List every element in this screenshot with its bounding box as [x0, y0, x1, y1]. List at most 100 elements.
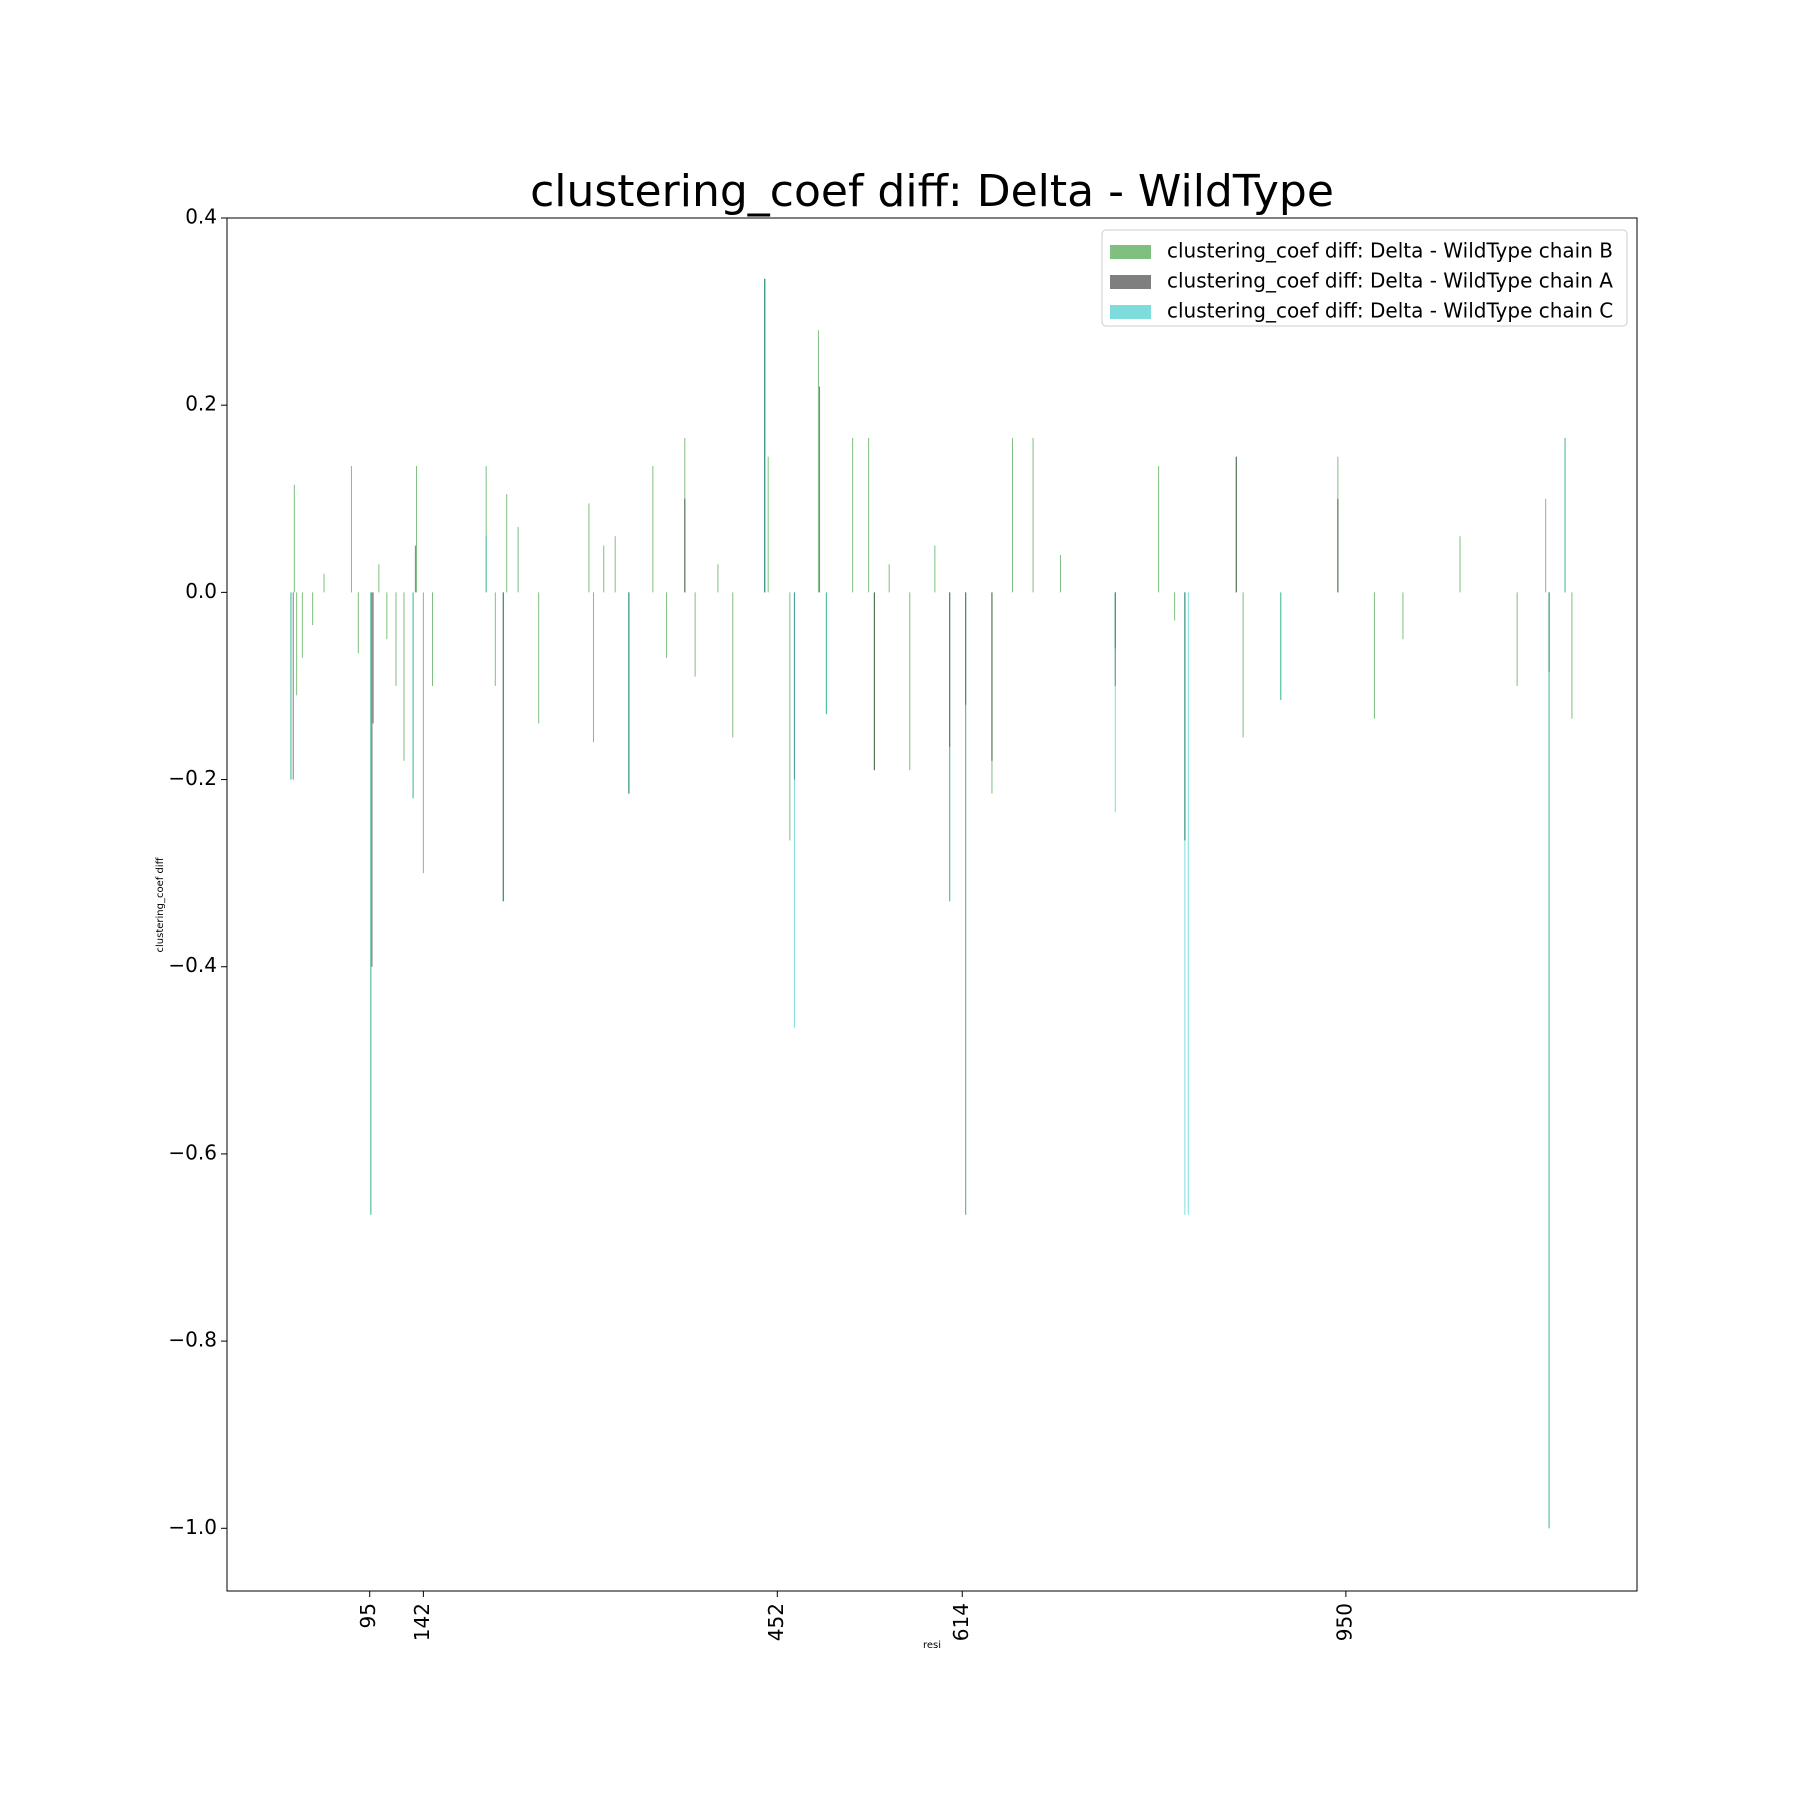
bar	[1564, 437, 1566, 593]
bar	[652, 466, 654, 593]
bar	[717, 564, 719, 593]
bar	[372, 592, 374, 724]
legend-label: clustering_coef diff: Delta - WildType c…	[1167, 269, 1613, 293]
bar	[1548, 592, 1550, 1529]
bar	[789, 592, 791, 841]
x-tick-label: 142	[410, 1603, 434, 1641]
bar	[395, 592, 397, 686]
bar	[290, 592, 292, 780]
bar	[432, 592, 434, 686]
bar	[494, 592, 496, 686]
bar	[764, 278, 766, 593]
bar	[485, 466, 487, 593]
bar	[1571, 592, 1573, 719]
bar	[1459, 536, 1461, 593]
bar	[1059, 554, 1061, 593]
bar	[1545, 498, 1547, 593]
bar	[378, 564, 380, 593]
bar	[1402, 592, 1404, 640]
bar	[873, 592, 875, 771]
bar	[949, 592, 951, 902]
y-axis-label: clustering_coef diff	[155, 856, 166, 952]
x-tick-label: 95	[356, 1603, 380, 1628]
bar	[1187, 592, 1189, 1215]
bar	[817, 330, 819, 593]
bar	[1158, 466, 1160, 593]
y-tick-label: 0.0	[185, 579, 217, 603]
legend-swatch	[1110, 305, 1151, 319]
bar	[1032, 437, 1034, 593]
y-tick-label: 0.2	[185, 392, 217, 416]
y-tick-label: −0.2	[168, 766, 217, 790]
bar	[506, 494, 508, 593]
bar	[588, 503, 590, 593]
bar	[1011, 437, 1013, 593]
bar	[666, 592, 668, 658]
bar	[386, 592, 388, 640]
bar	[422, 592, 424, 874]
bar	[694, 592, 696, 677]
bar	[965, 592, 967, 1215]
bar	[1184, 592, 1186, 1215]
bar	[517, 526, 519, 593]
bar	[292, 592, 294, 780]
legend-box	[1101, 229, 1628, 327]
bar	[991, 592, 993, 761]
bar	[416, 466, 418, 593]
bar	[868, 437, 870, 593]
legend-swatch	[1110, 245, 1151, 259]
bar	[934, 545, 936, 593]
bar	[412, 592, 414, 799]
bar	[732, 592, 734, 738]
x-tick-label: 950	[1332, 1603, 1356, 1641]
bar	[485, 536, 487, 593]
bar	[825, 592, 827, 715]
chart-title: clustering_coef diff: Delta - WildType	[530, 166, 1334, 217]
plot-frame	[226, 217, 1638, 1592]
bar	[403, 592, 405, 761]
bar	[909, 592, 911, 771]
bar	[1280, 592, 1282, 701]
bar	[502, 592, 504, 902]
bar	[296, 592, 298, 696]
bar	[1114, 592, 1116, 813]
bar	[301, 592, 303, 658]
bar	[312, 592, 314, 626]
legend-label: clustering_coef diff: Delta - WildType c…	[1167, 239, 1613, 263]
y-tick-label: −1.0	[168, 1515, 217, 1539]
bar	[614, 536, 616, 593]
bar	[1235, 456, 1237, 593]
bar	[538, 592, 540, 724]
legend-label: clustering_coef diff: Delta - WildType c…	[1167, 299, 1613, 323]
x-tick-label: 452	[764, 1603, 788, 1641]
y-tick-label: 0.4	[185, 205, 217, 229]
bar	[1242, 592, 1244, 738]
bar	[852, 437, 854, 593]
bar	[819, 386, 821, 593]
bar	[628, 592, 630, 794]
bar	[414, 545, 416, 593]
bar	[793, 592, 795, 1028]
bar	[767, 456, 769, 593]
bar	[371, 592, 373, 967]
y-tick-label: −0.6	[168, 1140, 217, 1164]
y-tick-label: −0.4	[168, 953, 217, 977]
bar	[293, 484, 295, 593]
bar	[603, 545, 605, 593]
bar	[592, 592, 594, 743]
bar	[1337, 498, 1339, 593]
bar	[1174, 592, 1176, 621]
bar	[370, 592, 372, 1215]
legend-swatch	[1110, 275, 1151, 289]
x-tick-label: 614	[949, 1603, 973, 1641]
y-tick-label: −0.8	[168, 1328, 217, 1352]
bar	[1373, 592, 1375, 719]
bar	[684, 498, 686, 593]
bar	[888, 564, 890, 593]
bar	[1516, 592, 1518, 686]
bar	[323, 573, 325, 593]
bar	[350, 466, 352, 593]
x-axis-label: resi	[923, 1640, 941, 1651]
bar	[357, 592, 359, 654]
